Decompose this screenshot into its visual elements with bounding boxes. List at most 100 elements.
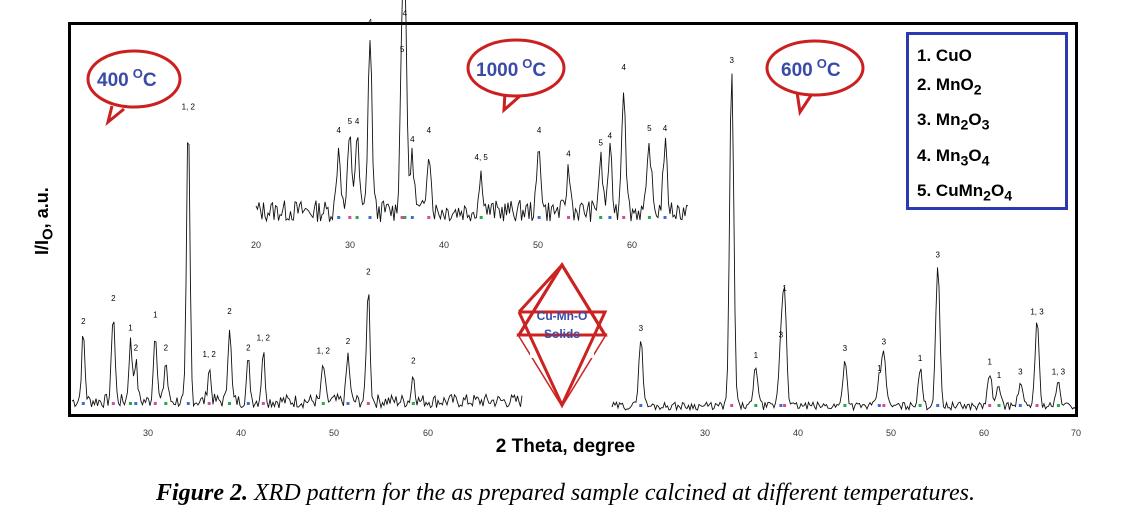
peak-label: 1	[987, 358, 992, 367]
peak-label: 1, 3	[1030, 307, 1044, 316]
peak-marker	[997, 404, 1001, 407]
peak-marker	[228, 402, 231, 405]
peak-marker	[599, 216, 603, 219]
peak-marker	[129, 402, 132, 405]
legend-item-3: 3. Mn2O3	[917, 110, 990, 134]
peak-marker	[410, 216, 414, 219]
peak-marker	[403, 216, 407, 219]
peak-label: 2	[134, 343, 139, 352]
x-tick-label: 40	[439, 240, 449, 250]
peak-marker	[81, 402, 85, 405]
peak-label: 4	[608, 131, 613, 140]
peak-label: 1, 2	[182, 103, 196, 112]
peak-label: 2	[111, 294, 116, 303]
x-tick-label: 60	[423, 428, 433, 438]
x-tick-label: 30	[345, 240, 355, 250]
legend-item-5: 5. CuMn2O4	[917, 181, 1013, 205]
peak-marker	[321, 402, 325, 405]
x-axis-label: 2 Theta, degree	[495, 436, 636, 457]
bubble-400c: 400 OC	[86, 49, 182, 127]
peak-label: 2	[411, 357, 416, 366]
peak-label: 2	[164, 343, 169, 352]
peak-marker	[537, 216, 541, 219]
peak-marker	[936, 404, 940, 407]
peak-label: 1, 2	[317, 347, 331, 356]
peak-label: 1, 2	[203, 350, 217, 359]
peak-label: 3	[935, 250, 940, 259]
x-tick-label: 70	[1071, 428, 1081, 438]
bubble-600c: 600 OC	[765, 39, 865, 117]
x-tick-label: 60	[627, 240, 637, 250]
xrd-trace	[255, 0, 689, 223]
bubble-1000c: 1000 OC	[466, 38, 566, 114]
star-sample-label: Cu-Mn-O Solids	[516, 262, 608, 409]
y-axis-label: I/IO, a.u.	[32, 187, 57, 255]
peak-marker	[164, 402, 168, 405]
peak-label: 4	[537, 126, 542, 135]
x-tick-label: 60	[979, 428, 989, 438]
peak-marker	[730, 404, 734, 407]
peak-marker	[348, 216, 352, 219]
x-tick-label: 50	[329, 428, 339, 438]
xrd-trace	[71, 141, 523, 410]
peak-marker	[877, 404, 881, 407]
peak-label: 1	[997, 371, 1002, 380]
peak-marker	[988, 404, 992, 407]
bubble-1000-value: 1000	[476, 60, 518, 81]
x-tick-label: 30	[700, 428, 710, 438]
peak-marker	[608, 216, 612, 219]
peak-marker	[411, 402, 415, 405]
bubble-600-value: 600	[781, 60, 813, 81]
x-tick-label: 50	[533, 240, 543, 250]
legend-item-2: 2. MnO2	[917, 75, 982, 99]
peak-marker	[400, 216, 404, 219]
legend-item-1: 1. CuO	[917, 46, 972, 65]
peak-label: 4	[621, 63, 626, 72]
peak-marker	[246, 402, 250, 405]
peak-label: 4	[410, 135, 415, 144]
peak-marker	[754, 404, 758, 407]
peak-label: 5	[647, 124, 652, 133]
peak-marker	[261, 402, 265, 405]
peak-marker	[622, 216, 626, 219]
peak-label: 5	[348, 117, 353, 126]
peak-marker	[186, 402, 190, 405]
x-tick-label: 40	[236, 428, 246, 438]
peak-marker	[1056, 404, 1060, 407]
peak-label: 2	[346, 337, 351, 346]
peak-marker	[1035, 404, 1039, 407]
peak-label: 3	[843, 344, 848, 353]
peak-label: 3	[1018, 368, 1023, 377]
peak-label: 3	[639, 324, 644, 333]
peak-label: 4	[355, 117, 360, 126]
peak-label: 1	[754, 351, 759, 360]
peak-marker	[427, 216, 431, 219]
peak-label: 2	[246, 343, 251, 352]
peak-label: 4	[403, 9, 408, 18]
peak-marker	[368, 216, 372, 219]
pattern-400c: 2 2 1 2 1 2 1, 2 1, 2 2 2 1, 2 1, 2 2 2 2 30 40 50 60	[71, 103, 523, 438]
peak-marker	[779, 404, 783, 407]
peak-marker	[111, 402, 115, 405]
bubble-400-value: 400	[97, 70, 129, 91]
peak-label: 5	[400, 45, 405, 54]
figure-caption: Figure 2. XRD pattern for the as prepare…	[156, 480, 975, 506]
peak-label: 2	[81, 317, 86, 326]
peak-label: 4	[663, 124, 668, 133]
peak-marker	[337, 216, 341, 219]
xrd-trace	[611, 73, 1076, 412]
star-line2: Solids	[544, 327, 580, 341]
peak-label: 4	[336, 126, 341, 135]
peak-label: 1	[877, 364, 882, 373]
peak-marker	[355, 216, 359, 219]
peak-label: 3	[729, 56, 734, 65]
peak-marker	[153, 402, 157, 405]
legend-item-4: 4. Mn3O4	[917, 145, 990, 170]
peak-label: 4	[427, 126, 432, 135]
